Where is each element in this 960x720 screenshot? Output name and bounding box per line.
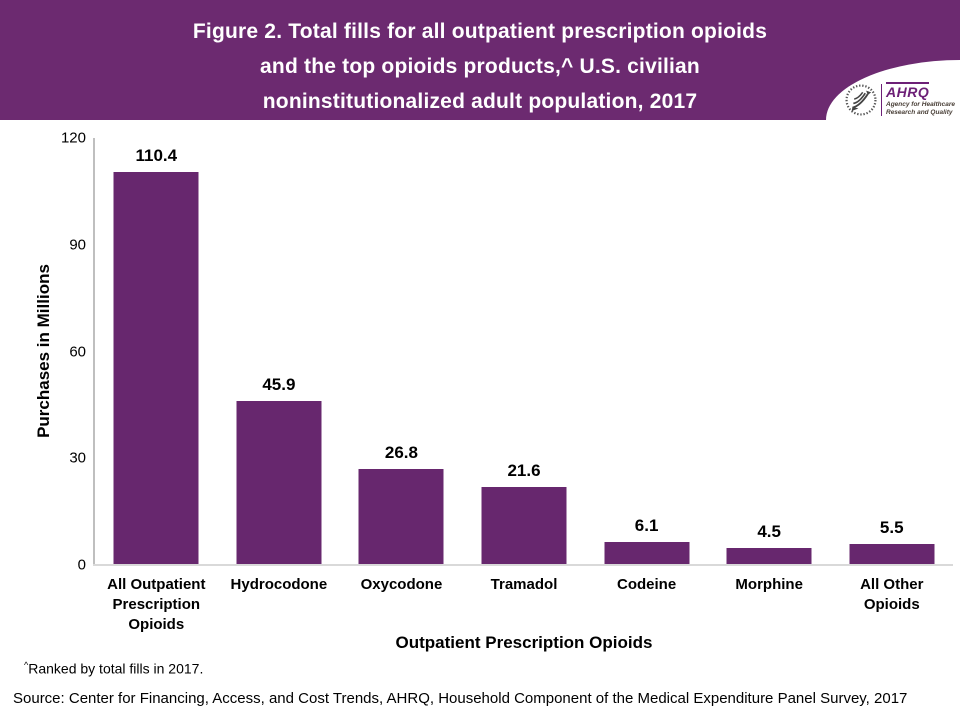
x-axis-line xyxy=(93,564,953,566)
footnote-text: Ranked by total fills in 2017. xyxy=(28,660,204,677)
footnote-marker: ^ xyxy=(24,660,29,670)
category-label: All Other Opioids xyxy=(860,576,924,613)
bar-value-label: 21.6 xyxy=(507,461,541,481)
bar xyxy=(849,544,935,564)
bar-value-label: 6.1 xyxy=(634,516,659,536)
ahrq-logo-row: AHRQ Agency for Healthcare Research and … xyxy=(844,82,957,117)
bar-slot: 26.8 xyxy=(340,138,463,564)
plot-area: 110.4 45.9 26.8 21.6 6.1 4.5 5.5 xyxy=(95,138,953,564)
source-line: Source: Center for Financing, Access, an… xyxy=(13,690,908,707)
category-label: Codeine xyxy=(617,576,677,593)
bar-value-label: 26.8 xyxy=(384,442,418,462)
bar-value-label: 45.9 xyxy=(262,375,296,395)
bar xyxy=(358,468,444,564)
ahrq-tagline-line-2: Research and Quality xyxy=(886,109,953,116)
bar xyxy=(481,487,567,564)
x-axis-title: Outpatient Prescription Opioids xyxy=(395,633,653,652)
bar-slot: 45.9 xyxy=(218,138,341,564)
y-tick-label: 0 xyxy=(77,556,86,574)
ahrq-tagline-line-1: Agency for Healthcare xyxy=(886,101,955,108)
ahrq-wordmark: AHRQ xyxy=(886,82,930,100)
figure-title-line-3: noninstitutionalized adult population, 2… xyxy=(262,90,698,113)
y-axis-ticks: 0 30 60 90 120 xyxy=(0,130,86,574)
y-axis-line xyxy=(93,138,95,565)
bar xyxy=(726,548,812,564)
category-label: All Outpatient Prescription Opioids xyxy=(107,576,206,633)
bar-value-label: 5.5 xyxy=(879,518,904,538)
bars-row: 110.4 45.9 26.8 21.6 6.1 4.5 5.5 xyxy=(95,138,953,564)
ahrq-tagline: Agency for Healthcare Research and Quali… xyxy=(886,101,955,117)
category-label: Tramadol xyxy=(490,576,558,593)
ahrq-logo: AHRQ Agency for Healthcare Research and … xyxy=(826,60,960,120)
bar xyxy=(236,401,322,564)
bar-value-label: 4.5 xyxy=(757,522,781,542)
bar xyxy=(604,542,690,564)
category-label: Hydrocodone xyxy=(230,576,328,593)
y-tick-label: 120 xyxy=(60,129,86,147)
bar-slot: 4.5 xyxy=(708,138,831,564)
logo-divider xyxy=(881,83,882,116)
category-labels-row: All Outpatient Prescription Opioids Hydro… xyxy=(95,575,953,635)
ahrq-logo-text: AHRQ Agency for Healthcare Research and … xyxy=(886,82,957,117)
y-tick-label: 90 xyxy=(69,236,86,254)
bar-slot: 6.1 xyxy=(585,138,708,564)
category-label: Oxycodone xyxy=(360,576,443,593)
figure-title: Figure 2. Total fills for all outpatient… xyxy=(0,14,960,119)
bar-slot: 5.5 xyxy=(830,138,953,564)
hhs-eagle-icon xyxy=(844,83,878,117)
y-tick-label: 60 xyxy=(69,343,86,360)
bar-slot: 110.4 xyxy=(95,138,218,564)
header-banner: Figure 2. Total fills for all outpatient… xyxy=(0,0,960,120)
category-label: Morphine xyxy=(735,576,803,593)
footnote: ^Ranked by total fills in 2017. xyxy=(24,660,203,677)
bar-value-label: 110.4 xyxy=(135,146,178,166)
figure-title-line-2: and the top opioids products,^ U.S. civi… xyxy=(260,55,700,78)
y-tick-label: 30 xyxy=(69,449,86,467)
bar xyxy=(113,172,199,564)
figure-title-line-1: Figure 2. Total fills for all outpatient… xyxy=(192,20,768,43)
bar-slot: 21.6 xyxy=(463,138,586,564)
